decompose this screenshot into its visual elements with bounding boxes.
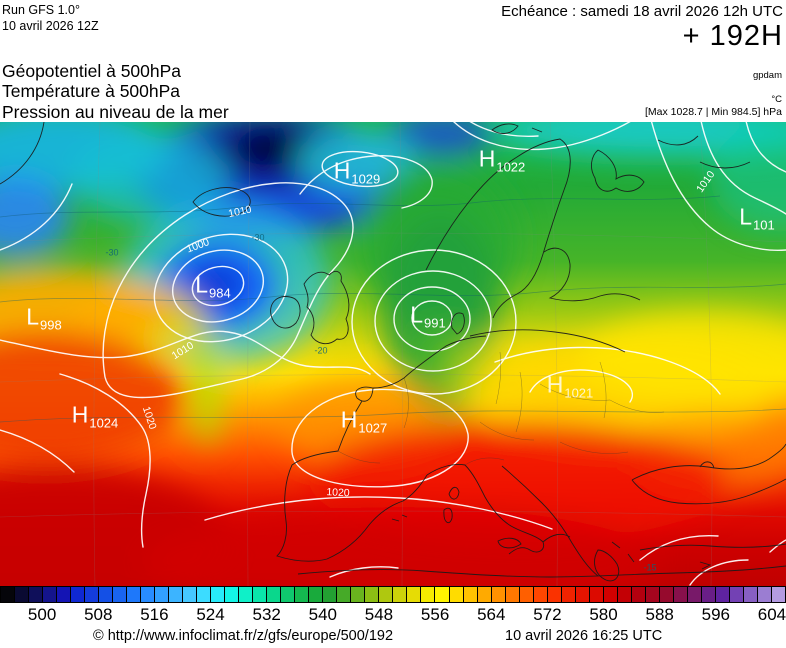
scale-cell: [169, 587, 183, 602]
scale-cell: [99, 587, 113, 602]
scale-label: 540: [308, 605, 337, 624]
scale-label: 532: [252, 605, 281, 624]
scale-cell: [561, 587, 575, 602]
temperature-field-blobs: [0, 122, 786, 586]
param-temperature: Température à 500hPa: [2, 81, 181, 102]
parameter-titles: Géopotentiel à 500hPa Température à 500h…: [2, 61, 229, 122]
scale-label: 524: [196, 605, 225, 624]
scale-cell: [603, 587, 617, 602]
scale-label: 604: [757, 605, 786, 624]
scale-cell: [43, 587, 57, 602]
scale-label: 500: [27, 605, 57, 624]
scale-cell: [295, 587, 309, 602]
color-scale-labels: 500 508 516 524 532 540 548 556 564 572 580 588 596 6…: [0, 603, 786, 625]
footer-bar: © http://www.infoclimat.fr/z/gfs/europe/…: [0, 625, 786, 648]
scale-cell: [687, 587, 701, 602]
scale-cell: [673, 587, 687, 602]
scale-cell: [337, 587, 351, 602]
scale-cell: [519, 587, 533, 602]
copyright-url: © http://www.infoclimat.fr/z/gfs/europe/…: [93, 628, 394, 644]
scale-cell: [351, 587, 365, 602]
scale-cell: [715, 587, 729, 602]
scale-cell: [435, 587, 449, 602]
forecast-map: H1029 H1022 L984 L998 L991 H1024 H1027 H1021 L10…: [0, 122, 786, 586]
scale-cell: [477, 587, 491, 602]
run-date: 10 avril 2026 12Z: [2, 19, 99, 33]
scale-label: 596: [701, 605, 730, 624]
scale-label: 556: [420, 605, 450, 624]
scale-label: 588: [645, 605, 674, 624]
scale-cell: [113, 587, 127, 602]
scale-cell: [127, 587, 141, 602]
map-field-svg: [0, 122, 786, 586]
scale-cell: [323, 587, 337, 602]
scale-cell: [575, 587, 589, 602]
scale-label: 516: [140, 605, 169, 624]
scale-cell: [645, 587, 659, 602]
scale-cell: [729, 587, 743, 602]
echeance-text: Echéance : samedi 18 avril 2026 12h UTC: [501, 3, 783, 20]
scale-cell: [771, 587, 785, 602]
scale-cell: [491, 587, 505, 602]
scale-cell: [267, 587, 281, 602]
scale-cell: [197, 587, 211, 602]
scale-cell: [379, 587, 393, 602]
scale-label: 564: [477, 605, 506, 624]
scale-label: 572: [533, 605, 562, 624]
scale-cell: [589, 587, 603, 602]
scale-cell: [659, 587, 673, 602]
color-scale-bar: [0, 586, 786, 603]
scale-cell: [141, 587, 155, 602]
scale-cell: [743, 587, 757, 602]
scale-cell: [225, 587, 239, 602]
scale-cell: [239, 587, 253, 602]
scale-cell: [701, 587, 715, 602]
scale-cell: [155, 587, 169, 602]
scale-cell: [211, 587, 225, 602]
forecast-hour: + 192H: [682, 20, 783, 52]
unit-degc: °C: [771, 94, 782, 105]
graticule-lines: [0, 122, 786, 586]
scale-label: 580: [589, 605, 618, 624]
temperature-contours: [0, 195, 786, 423]
generation-datetime: 10 avril 2026 16:25 UTC: [505, 628, 663, 644]
scale-cell: [1, 587, 15, 602]
run-model: Run GFS 1.0°: [2, 3, 80, 17]
isobar-contours: [0, 122, 786, 586]
scale-cell: [85, 587, 99, 602]
scale-cell: [533, 587, 547, 602]
param-geopotential: Géopotentiel à 500hPa: [2, 61, 182, 81]
scale-cell: [463, 587, 477, 602]
scale-cell: [309, 587, 323, 602]
param-pressure: Pression au niveau de la mer: [2, 101, 229, 122]
scale-cell: [631, 587, 645, 602]
scale-cell: [57, 587, 71, 602]
scale-cell: [253, 587, 267, 602]
minmax-pressure: [Max 1028.7 | Min 984.5] hPa: [645, 106, 782, 118]
scale-label: 548: [364, 605, 394, 624]
scale-cell: [15, 587, 29, 602]
scale-cell: [547, 587, 561, 602]
scale-cell: [617, 587, 631, 602]
scale-cell: [365, 587, 379, 602]
scale-cell: [393, 587, 407, 602]
scale-cell: [29, 587, 43, 602]
scale-cell: [71, 587, 85, 602]
scale-cell: [757, 587, 771, 602]
scale-cell: [505, 587, 519, 602]
unit-gpdam: gpdam: [752, 70, 782, 81]
scale-cell: [449, 587, 463, 602]
country-borders: [337, 351, 665, 466]
scale-cell: [407, 587, 421, 602]
coastlines: [0, 122, 786, 582]
scale-label: 508: [84, 605, 113, 624]
scale-cell: [183, 587, 197, 602]
scale-cell: [281, 587, 295, 602]
scale-cell: [421, 587, 435, 602]
run-info: Run GFS 1.0° 10 avril 2026 12Z: [2, 2, 99, 34]
